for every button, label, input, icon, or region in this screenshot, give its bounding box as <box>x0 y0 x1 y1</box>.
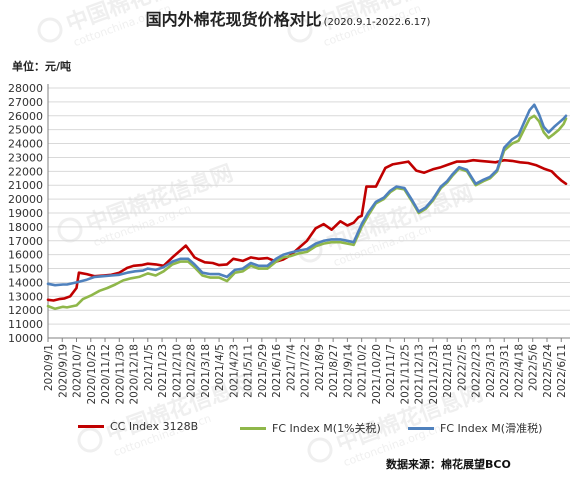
x-tick-label: 2021/1/23 <box>157 344 169 398</box>
x-tick-label: 2021/11/7 <box>385 344 397 398</box>
x-tick-label: 2021/10/2 <box>357 344 369 398</box>
source-note: 数据来源：棉花展望BCO <box>386 458 511 471</box>
x-tick-label: 2021/2/28 <box>186 344 198 398</box>
y-tick-label: 28000 <box>8 82 43 95</box>
y-tick-label: 17000 <box>8 235 43 248</box>
x-tick-label: 2021/5/29 <box>257 344 269 398</box>
y-tick-label: 18000 <box>8 221 43 234</box>
x-tick-label: 2021/5/11 <box>243 344 255 398</box>
x-tick-label: 2020/10/7 <box>72 344 84 398</box>
series-line-2 <box>46 114 568 311</box>
x-tick-label: 2021/11/25 <box>399 344 411 405</box>
x-tick-label: 2022/3/13 <box>485 344 497 398</box>
x-tick-label: 2021/8/9 <box>314 344 326 391</box>
x-tick-label: 2020/11/30 <box>114 344 126 405</box>
x-tick-label: 2021/12/31 <box>428 344 440 405</box>
chart-title: 国内外棉花现货价格对比 <box>145 10 322 29</box>
legend-swatch <box>78 425 104 428</box>
y-tick-label: 26000 <box>8 110 43 123</box>
legend-item: FC Index M(1%关税) <box>240 420 381 436</box>
y-tick-label: 21000 <box>8 179 43 192</box>
x-tick-label: 2022/2/23 <box>471 344 483 398</box>
x-tick-label: 2022/2/5 <box>456 344 468 391</box>
x-tick-label: 2021/10/20 <box>371 344 383 405</box>
legend-item: CC Index 3128B <box>78 420 198 433</box>
x-tick-label: 2020/9/19 <box>57 344 69 398</box>
x-tick-label: 2022/1/18 <box>442 344 454 398</box>
x-tick-label: 2020/9/1 <box>43 344 55 391</box>
x-tick-label: 2021/6/16 <box>271 344 283 398</box>
y-tick-label: 23000 <box>8 151 43 164</box>
y-tick-label: 27000 <box>8 96 43 109</box>
x-tick-label: 2022/3/31 <box>499 344 511 398</box>
y-tick-label: 11000 <box>8 318 43 331</box>
y-tick-label: 13000 <box>8 290 43 303</box>
x-tick-label: 2021/2/10 <box>171 344 183 398</box>
y-tick-label: 10000 <box>8 332 43 345</box>
legend-label: CC Index 3128B <box>110 420 199 433</box>
legend-label: FC Index M(滑准税) <box>440 422 543 435</box>
x-tick-label: 2022/6/11 <box>556 344 568 398</box>
y-tick-label: 16000 <box>8 249 43 262</box>
y-tick-label: 24000 <box>8 138 43 151</box>
x-tick-label: 2021/7/22 <box>300 344 312 398</box>
x-tick-label: 2020/11/12 <box>100 344 112 405</box>
legend-label: FC Index M(1%关税) <box>272 422 381 435</box>
y-tick-label: 20000 <box>8 193 43 206</box>
unit-label: 单位：元/吨 <box>12 60 72 73</box>
x-tick-label: 2022/4/18 <box>513 344 525 398</box>
x-tick-label: 2021/12/13 <box>414 344 426 405</box>
series-line-3 <box>46 103 568 287</box>
x-tick-label: 2021/8/27 <box>328 344 340 398</box>
x-tick-label: 2022/5/24 <box>542 344 554 398</box>
x-tick-label: 2020/10/25 <box>86 344 98 405</box>
x-tick-label: 2021/3/18 <box>200 344 212 398</box>
x-tick-label: 2021/4/5 <box>214 344 226 391</box>
y-tick-label: 25000 <box>8 124 43 137</box>
x-tick-label: 2021/1/5 <box>143 344 155 391</box>
legend-swatch <box>240 426 266 430</box>
title-block: 国内外棉花现货价格对比 (2020.9.1-2022.6.17) <box>0 6 576 30</box>
chart-legend: CC Index 3128B FC Index M(1%关税) FC Index M… <box>0 416 576 438</box>
y-tick-label: 14000 <box>8 276 43 289</box>
x-tick-label: 2021/9/14 <box>342 344 354 398</box>
x-tick-label: 2021/7/4 <box>285 344 297 391</box>
x-tick-label: 2022/5/6 <box>528 344 540 391</box>
y-tick-label: 19000 <box>8 207 43 220</box>
x-tick-label: 2020/12/18 <box>129 344 141 405</box>
series-line-1 <box>46 158 568 302</box>
y-tick-label: 22000 <box>8 165 43 178</box>
legend-swatch <box>408 426 434 430</box>
x-tick-label: 2021/4/23 <box>228 344 240 398</box>
legend-item: FC Index M(滑准税) <box>408 420 542 436</box>
y-tick-label: 15000 <box>8 263 43 276</box>
chart-subtitle: (2020.9.1-2022.6.17) <box>323 17 431 28</box>
y-tick-label: 12000 <box>8 304 43 317</box>
